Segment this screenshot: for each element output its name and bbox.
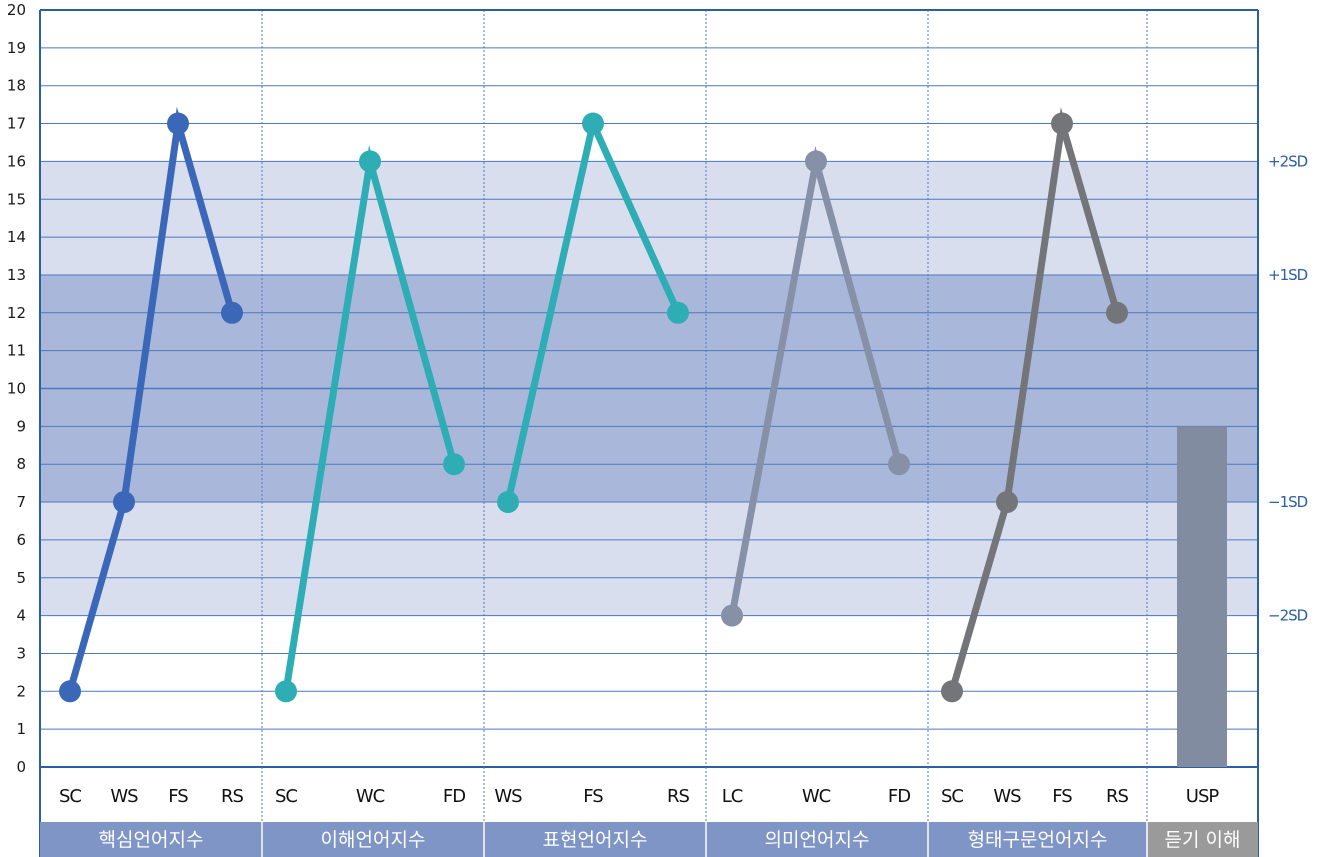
x-tick-label: WC	[802, 786, 831, 807]
x-tick-label: FD	[443, 786, 465, 807]
sd-label: +2SD	[1268, 152, 1308, 170]
bar-series	[1177, 426, 1227, 767]
data-point	[667, 301, 689, 324]
y-tick-label: 1	[16, 720, 26, 738]
group-label-band	[262, 822, 484, 857]
y-tick-label: 0	[16, 758, 26, 776]
sd-label: +1SD	[1268, 266, 1308, 284]
group-labels: 핵심언어지수 이해언어지수 표현언어지수 의미언어지수 형태구문언어지수 듣기 이해	[40, 822, 1258, 857]
x-tick-label: WS	[993, 786, 1021, 807]
y-tick-label: 18	[7, 77, 26, 95]
data-point	[1051, 112, 1073, 135]
x-tick-label: WS	[494, 786, 522, 807]
data-point	[275, 680, 297, 703]
data-point	[582, 112, 604, 135]
data-point	[359, 150, 381, 173]
data-point	[805, 150, 827, 173]
y-tick-label: 16	[7, 152, 26, 170]
data-point	[1106, 301, 1128, 324]
group-label-band	[40, 822, 262, 857]
data-point	[221, 301, 243, 324]
group-label: 듣기 이해	[1165, 829, 1241, 851]
group-label: 형태구문언어지수	[968, 829, 1108, 851]
y-tick-label: 5	[16, 569, 26, 587]
group-label: 의미언어지수	[765, 829, 870, 851]
x-tick-label: WS	[110, 786, 138, 807]
group-label-band	[706, 822, 928, 857]
x-tick-label: RS	[1106, 786, 1129, 807]
x-tick-label: LC	[722, 786, 743, 807]
x-tick-label: FS	[583, 786, 603, 807]
y-tick-label: 8	[16, 455, 26, 473]
sd-label: −1SD	[1268, 493, 1308, 511]
y-tick-label: 12	[7, 304, 26, 322]
y-tick-label: 9	[16, 417, 26, 435]
sd-labels: +2SD +1SD −1SD −2SD	[1268, 152, 1309, 625]
x-axis-ticks: SC WS FS RS SC WC FD WS FS RS LC WC FD SC WS FS RS USP	[59, 786, 1220, 807]
group-label: 이해언어지수	[321, 829, 426, 851]
y-tick-label: 15	[7, 190, 26, 208]
x-tick-label: SC	[941, 786, 963, 807]
data-point	[167, 112, 189, 135]
y-tick-label: 11	[7, 342, 26, 360]
data-point	[59, 680, 81, 703]
group-label-band	[1147, 822, 1258, 857]
y-tick-label: 20	[7, 1, 26, 19]
y-tick-label: 7	[16, 493, 26, 511]
group-label-band	[484, 822, 706, 857]
x-tick-label: FS	[1052, 786, 1072, 807]
y-tick-label: 14	[7, 228, 26, 246]
y-tick-label: 19	[7, 39, 26, 57]
data-point	[996, 491, 1018, 514]
x-tick-label: SC	[59, 786, 81, 807]
y-tick-label: 6	[16, 531, 26, 549]
bar	[1177, 426, 1227, 767]
y-tick-label: 4	[16, 607, 26, 625]
y-tick-label: 2	[16, 682, 26, 700]
x-tick-label: RS	[667, 786, 690, 807]
data-point	[443, 453, 465, 476]
data-point	[497, 491, 519, 514]
x-tick-label: WC	[356, 786, 385, 807]
x-tick-label: RS	[221, 786, 244, 807]
line-series	[59, 106, 1128, 703]
x-tick-label: USP	[1186, 786, 1220, 807]
series-line	[66, 106, 236, 695]
y-tick-label: 10	[7, 380, 26, 398]
data-point	[113, 491, 135, 514]
group-label-band	[928, 822, 1147, 857]
x-tick-label: FD	[888, 786, 910, 807]
series-line	[948, 107, 1121, 695]
data-point	[888, 453, 910, 476]
y-tick-label: 13	[7, 266, 26, 284]
x-tick-label: FS	[168, 786, 188, 807]
group-label: 표현언어지수	[543, 829, 648, 851]
group-label: 핵심언어지수	[99, 829, 204, 851]
x-tick-label: SC	[275, 786, 297, 807]
data-point	[941, 680, 963, 703]
y-tick-label: 17	[7, 115, 26, 133]
data-point	[721, 604, 743, 627]
sd-label: −2SD	[1268, 607, 1308, 625]
y-tick-label: 3	[16, 644, 26, 662]
